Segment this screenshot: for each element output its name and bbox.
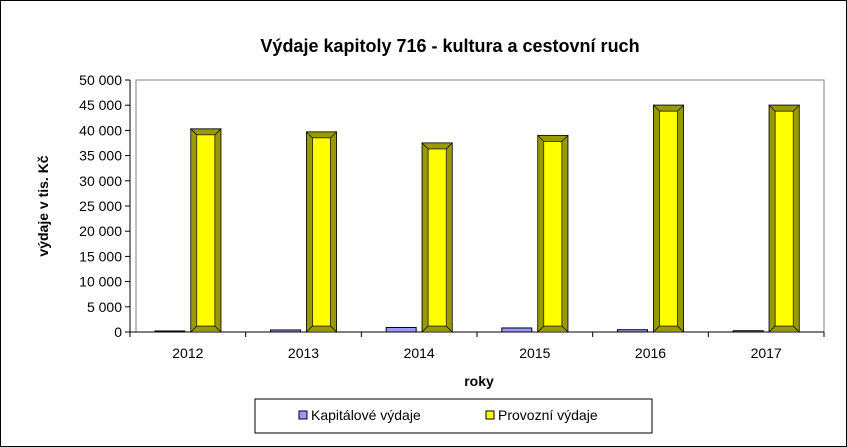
bar-provozni-2015 <box>537 134 569 333</box>
x-tick-label: 2016 <box>635 345 666 361</box>
x-tick-label: 2017 <box>751 345 782 361</box>
bar-kapitalove-2015 <box>501 327 533 333</box>
bar-provozni-2014 <box>421 142 453 333</box>
y-tick-label: 15 000 <box>79 248 122 264</box>
bar-kapitalove-2014 <box>385 326 417 333</box>
x-tick-label: 2013 <box>288 345 319 361</box>
x-tick-label: 2012 <box>172 345 203 361</box>
chart-title: Výdaje kapitoly 716 - kultura a cestovní… <box>260 36 639 56</box>
y-axis-label: výdaje v tis. Kč <box>35 155 51 256</box>
bar-provozni-2012 <box>190 128 222 333</box>
y-tick-label: 0 <box>114 324 122 340</box>
y-tick-label: 25 000 <box>79 198 122 214</box>
bar-provozni-2016 <box>652 104 685 333</box>
plot-wall <box>135 79 825 332</box>
y-tick-label: 45 000 <box>79 97 122 113</box>
legend-label-provozni: Provozní výdaje <box>498 407 598 423</box>
legend-swatch-kapitalove <box>298 410 308 420</box>
x-tick-label: 2014 <box>404 345 435 361</box>
y-tick-label: 10 000 <box>79 274 122 290</box>
bar-kapitalove-2016 <box>617 329 648 333</box>
bar-provozni-2013 <box>305 131 338 333</box>
y-tick-label: 5 000 <box>87 299 122 315</box>
bar-kapitalove-2013 <box>270 329 301 333</box>
x-ticks: 2012 2013 2014 2015 2016 2017 <box>129 332 825 361</box>
y-tick-label: 35 000 <box>79 148 122 164</box>
legend-swatch-provozni <box>485 410 495 420</box>
y-tick-label: 40 000 <box>79 122 122 138</box>
plot-area <box>129 79 825 333</box>
y-ticks: 0 5 000 10 000 15 000 20 000 25 000 30 000 35 0… <box>79 72 130 340</box>
legend: Kapitálové výdaje Provozní výdaje <box>254 398 653 434</box>
bar-kapitalove-2017 <box>732 330 764 333</box>
bar-kapitalove-2012 <box>154 330 186 333</box>
x-tick-label: 2015 <box>519 345 550 361</box>
y-tick-label: 20 000 <box>79 223 122 239</box>
y-tick-label: 50 000 <box>79 72 122 88</box>
legend-box <box>254 398 653 434</box>
y-tick-label: 30 000 <box>79 173 122 189</box>
bars <box>154 104 800 333</box>
x-axis-label: roky <box>464 373 494 389</box>
bar-provozni-2017 <box>768 104 800 333</box>
legend-label-kapitalove: Kapitálové výdaje <box>311 407 421 423</box>
